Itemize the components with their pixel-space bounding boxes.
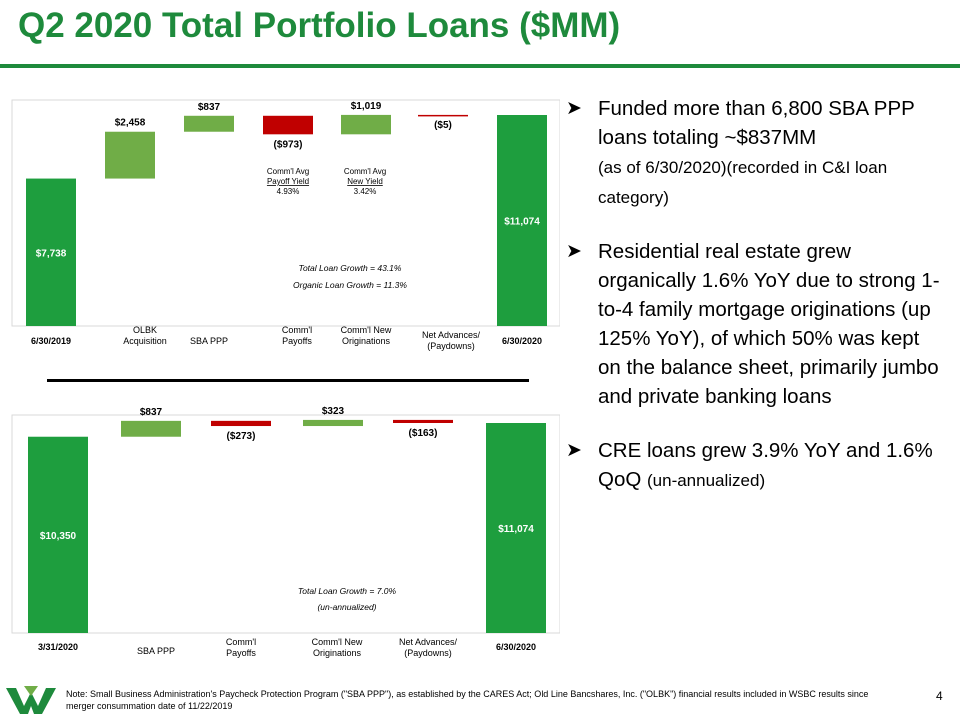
category-label: 6/30/2020 [496, 642, 536, 652]
chart-annotation: 4.93% [277, 187, 300, 196]
category-label: Originations [342, 336, 391, 346]
waterfall-bar [486, 423, 546, 633]
category-label: Comm'l New [312, 637, 363, 647]
chart-annotation: New Yield [347, 177, 383, 186]
data-label: $323 [322, 406, 345, 417]
data-label: $837 [198, 102, 221, 113]
plot-frame [11, 99, 560, 327]
arrow-bullet-icon: ➤ [566, 440, 582, 461]
waterfall-bar [26, 178, 76, 326]
category-label: Originations [313, 648, 362, 658]
category-label: SBA PPP [190, 336, 228, 346]
data-label: ($973) [274, 139, 303, 150]
data-label: $11,074 [498, 524, 534, 535]
footer-note: Note: Small Business Administration's Pa… [66, 689, 869, 711]
category-label: Comm'l New [341, 325, 392, 335]
waterfall-bar [184, 115, 234, 132]
category-label: Net Advances/ [422, 330, 481, 340]
waterfall-bar [121, 420, 181, 437]
category-label: Net Advances/ [399, 637, 458, 647]
chart-annotation: Comm'l Avg [344, 167, 386, 176]
bullet-text: Residential real estate grew organically… [598, 240, 940, 408]
plot-frame [11, 414, 560, 634]
bullet-subtext: (un-annualized) [647, 471, 766, 490]
chart-annotation: Payoff Yield [267, 177, 309, 186]
data-label: $837 [140, 407, 163, 418]
wesbanco-logo-icon [6, 686, 56, 714]
chart-annotation: (un-annualized) [317, 602, 376, 612]
data-label: ($273) [227, 431, 256, 442]
waterfall-bar [105, 131, 155, 179]
data-label: $1,019 [351, 101, 382, 112]
data-label: $2,458 [115, 118, 146, 129]
page-title: Q2 2020 Total Portfolio Loans ($MM) [18, 6, 621, 45]
waterfall-bar [28, 436, 88, 633]
category-label: OLBK [133, 325, 157, 335]
page-number: 4 [936, 689, 943, 703]
category-label: (Paydowns) [427, 341, 475, 351]
chart-annotation: Total Loan Growth = 43.1% [299, 263, 402, 273]
chart-annotation: Comm'l Avg [267, 167, 309, 176]
category-label: 6/30/2020 [502, 336, 542, 346]
bullet-item: ➤ Residential real estate grew organical… [566, 237, 946, 411]
waterfall-bar [497, 115, 547, 326]
waterfall-chart-qoq: $10,350 3/31/2020 $837 SBA PPP ($273) Comm'lP… [11, 406, 560, 658]
category-label: Payoffs [282, 336, 312, 346]
category-label: SBA PPP [137, 646, 175, 656]
chart-annotation: 3.42% [354, 187, 377, 196]
arrow-bullet-icon: ➤ [566, 98, 582, 119]
category-label: Comm'l [226, 637, 256, 647]
data-label: ($163) [409, 428, 438, 439]
chart-annotation: Organic Loan Growth = 11.3% [293, 280, 407, 290]
waterfall-bar [393, 419, 453, 423]
waterfall-bar [341, 114, 391, 135]
data-label: $10,350 [40, 531, 77, 542]
waterfall-bar [263, 115, 313, 135]
data-label: $7,738 [36, 248, 67, 259]
bullet-text: CRE loans grew 3.9% YoY and 1.6% QoQ [598, 439, 933, 491]
bullet-list: ➤ Funded more than 6,800 SBA PPP loans t… [566, 94, 946, 520]
waterfall-bar [418, 114, 468, 117]
category-label: Acquisition [123, 336, 167, 346]
category-label: Comm'l [282, 325, 312, 335]
chart-annotation: Total Loan Growth = 7.0% [298, 586, 397, 596]
bullet-text: Funded more than 6,800 SBA PPP loans tot… [598, 97, 915, 149]
bullet-item: ➤ Funded more than 6,800 SBA PPP loans t… [566, 94, 946, 212]
data-label: ($5) [434, 120, 452, 131]
data-label: $11,074 [504, 217, 540, 228]
category-label: (Paydowns) [404, 648, 452, 658]
bullet-item: ➤ CRE loans grew 3.9% YoY and 1.6% QoQ (… [566, 436, 946, 495]
arrow-bullet-icon: ➤ [566, 241, 582, 262]
waterfall-bar [303, 419, 363, 427]
title-rule [0, 64, 960, 68]
bullet-subtext: (as of 6/30/2020)(recorded in C&I loan c… [598, 158, 888, 207]
category-label: 3/31/2020 [38, 642, 78, 652]
waterfall-bar [211, 420, 271, 427]
chart-divider [47, 379, 529, 382]
category-label: 6/30/2019 [31, 336, 71, 346]
category-label: Payoffs [226, 648, 256, 658]
